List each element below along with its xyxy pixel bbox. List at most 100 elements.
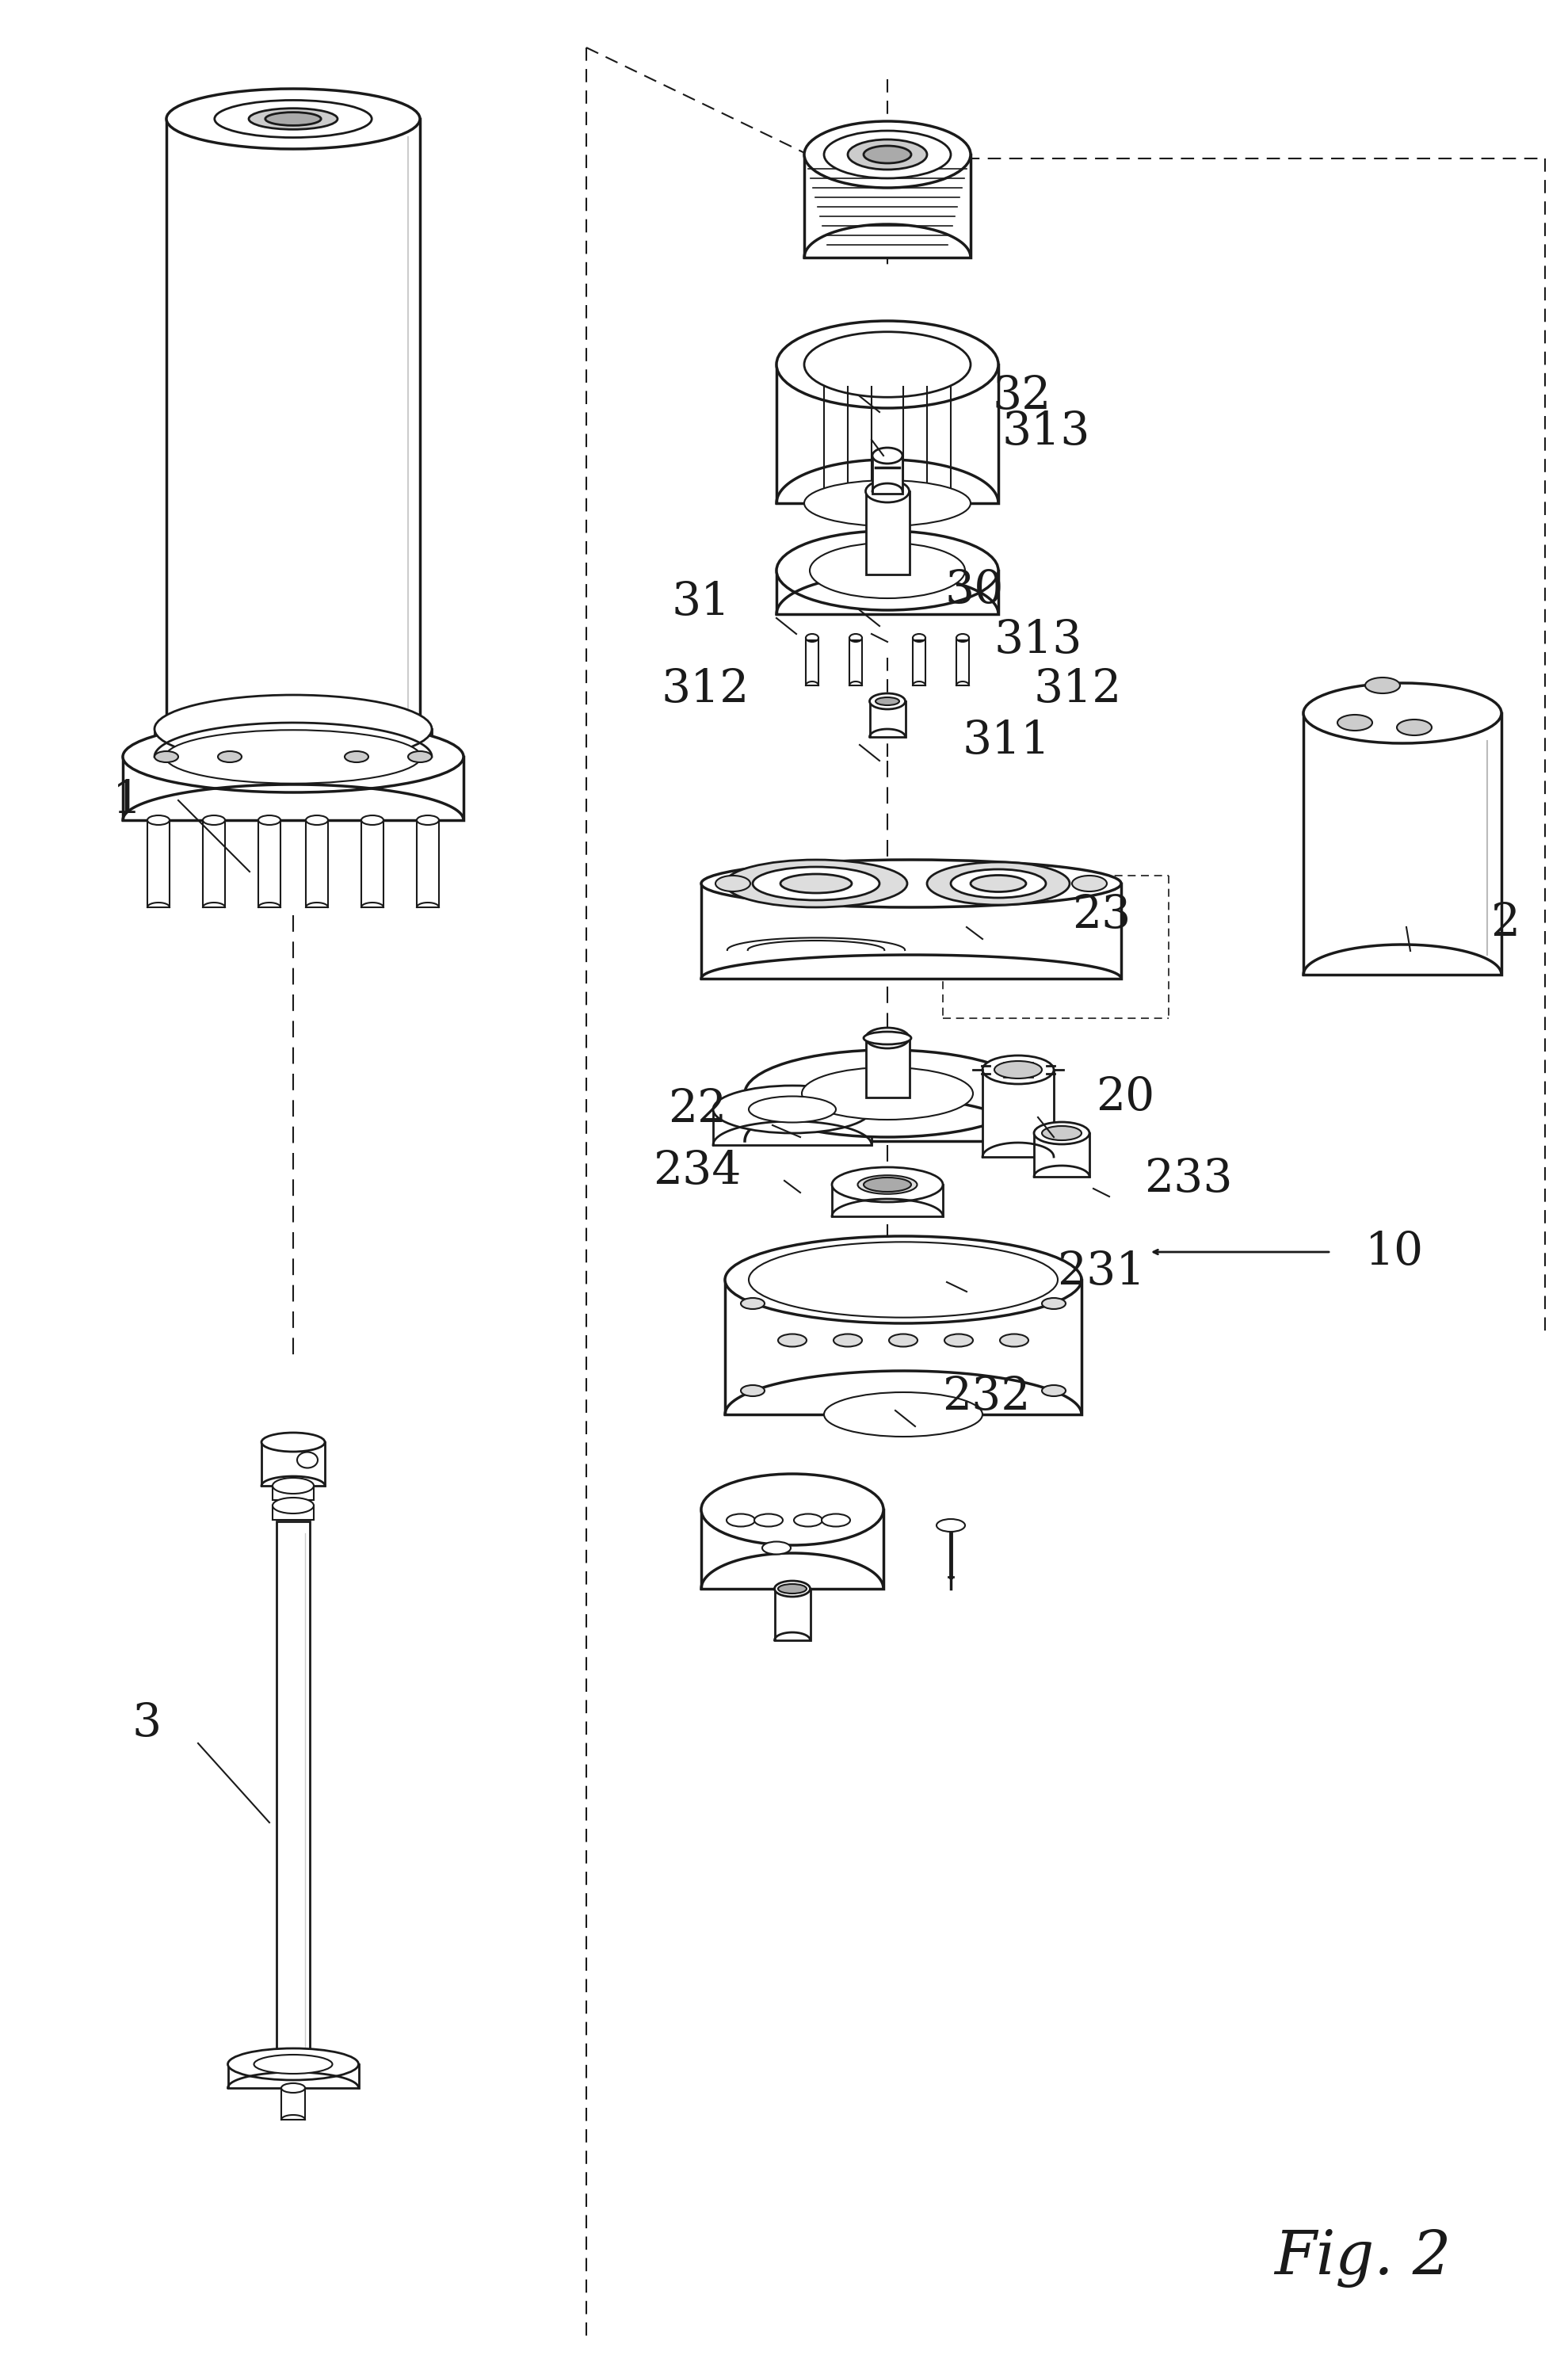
Ellipse shape (936, 1520, 964, 1531)
Ellipse shape (872, 447, 903, 464)
Ellipse shape (778, 1584, 806, 1593)
Ellipse shape (745, 1051, 1030, 1137)
Ellipse shape (227, 2047, 359, 2081)
Text: 31: 31 (671, 580, 731, 625)
Ellipse shape (754, 1515, 782, 1527)
Ellipse shape (804, 480, 971, 526)
Text: 311: 311 (963, 718, 1051, 763)
Text: 233: 233 (1145, 1158, 1232, 1201)
Ellipse shape (825, 1391, 983, 1436)
Text: 313: 313 (1002, 409, 1090, 454)
Ellipse shape (1073, 875, 1107, 892)
Ellipse shape (273, 1498, 314, 1512)
Ellipse shape (983, 1056, 1054, 1084)
Ellipse shape (259, 816, 281, 825)
Bar (155, 730, 431, 756)
Ellipse shape (1366, 678, 1400, 694)
Ellipse shape (804, 121, 971, 188)
Ellipse shape (262, 1432, 325, 1451)
Bar (273, 1505, 314, 1520)
Ellipse shape (825, 131, 950, 178)
Bar (776, 571, 999, 614)
Text: 312: 312 (1033, 668, 1121, 711)
Ellipse shape (866, 480, 909, 502)
Ellipse shape (864, 1032, 911, 1044)
Bar (804, 155, 971, 257)
Ellipse shape (864, 1177, 911, 1191)
Bar (724, 1279, 1082, 1415)
Ellipse shape (750, 1241, 1058, 1317)
Ellipse shape (715, 875, 751, 892)
Bar (227, 2064, 359, 2088)
Ellipse shape (724, 1237, 1082, 1322)
Ellipse shape (724, 861, 908, 908)
Text: 10: 10 (1366, 1229, 1424, 1275)
Text: 23: 23 (1073, 894, 1131, 937)
Ellipse shape (776, 530, 999, 611)
Ellipse shape (361, 816, 384, 825)
Ellipse shape (834, 1334, 862, 1346)
Ellipse shape (864, 145, 911, 164)
Ellipse shape (155, 751, 179, 763)
Bar (1033, 1134, 1090, 1177)
Ellipse shape (218, 751, 241, 763)
Ellipse shape (776, 321, 999, 409)
Bar (361, 820, 384, 908)
Bar (872, 457, 903, 495)
Bar (166, 119, 420, 730)
Text: 2: 2 (1491, 901, 1519, 946)
Ellipse shape (971, 875, 1025, 892)
Ellipse shape (1041, 1384, 1066, 1396)
Ellipse shape (122, 721, 464, 792)
Ellipse shape (408, 751, 431, 763)
Bar (833, 1184, 942, 1215)
Ellipse shape (801, 1068, 974, 1120)
Ellipse shape (1041, 1298, 1066, 1308)
Ellipse shape (1041, 1127, 1082, 1141)
Bar (806, 637, 818, 685)
Ellipse shape (804, 333, 971, 397)
Ellipse shape (155, 694, 431, 763)
Ellipse shape (913, 635, 925, 642)
Bar (775, 1589, 811, 1641)
Ellipse shape (781, 875, 851, 894)
Bar (745, 1094, 1030, 1141)
Bar (306, 820, 328, 908)
Bar (701, 885, 1121, 980)
Text: 3: 3 (132, 1700, 162, 1745)
Ellipse shape (254, 2055, 332, 2074)
Ellipse shape (417, 816, 439, 825)
Bar (701, 1510, 883, 1589)
Ellipse shape (806, 635, 818, 642)
Bar (281, 2088, 306, 2119)
Ellipse shape (866, 1027, 909, 1049)
Ellipse shape (713, 1087, 872, 1134)
Bar (870, 702, 905, 737)
Bar (147, 820, 169, 908)
Ellipse shape (750, 1096, 836, 1122)
Ellipse shape (273, 1477, 314, 1493)
Ellipse shape (1303, 682, 1502, 744)
Ellipse shape (147, 816, 169, 825)
Bar (956, 637, 969, 685)
Bar (262, 1441, 325, 1486)
Bar (850, 637, 862, 685)
Ellipse shape (950, 870, 1046, 899)
Text: Fig. 2: Fig. 2 (1275, 2228, 1452, 2288)
Ellipse shape (701, 861, 1121, 908)
Text: 32: 32 (993, 373, 1052, 419)
Ellipse shape (822, 1515, 850, 1527)
Text: 20: 20 (1096, 1075, 1154, 1120)
Ellipse shape (165, 730, 420, 782)
Bar (122, 756, 464, 820)
Bar (713, 1111, 872, 1146)
Ellipse shape (740, 1298, 765, 1308)
Ellipse shape (202, 816, 226, 825)
Ellipse shape (701, 1474, 883, 1546)
Ellipse shape (740, 1384, 765, 1396)
Ellipse shape (249, 109, 337, 128)
Bar (259, 820, 281, 908)
Ellipse shape (306, 816, 328, 825)
Ellipse shape (215, 100, 372, 138)
Ellipse shape (994, 1061, 1041, 1080)
